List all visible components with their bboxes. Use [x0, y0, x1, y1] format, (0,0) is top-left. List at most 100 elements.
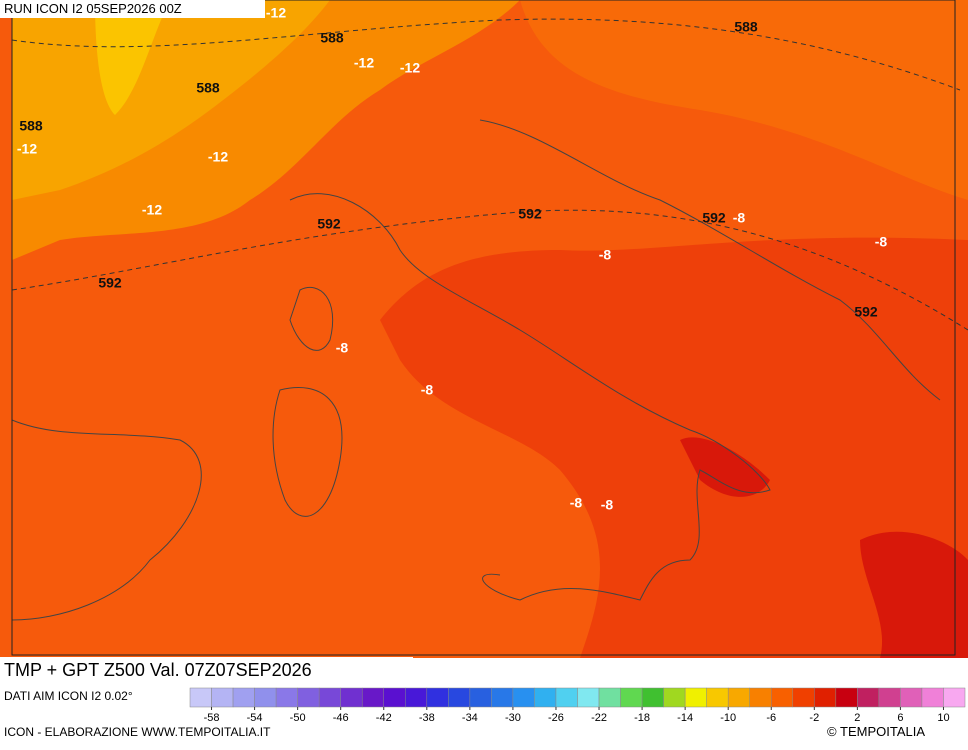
contour-label: -8 [570, 495, 583, 511]
contour-label: 588 [196, 80, 220, 96]
run-box [0, 0, 265, 18]
coastline [289, 287, 334, 351]
coastline [11, 419, 202, 621]
warm-zone [12, 0, 330, 200]
contour-label: -12 [17, 141, 37, 157]
colorbar-swatch [426, 687, 449, 708]
colorbar-tick-label: -18 [634, 712, 650, 724]
contour-label: 592 [854, 304, 878, 320]
contour-label: -8 [336, 340, 349, 356]
colorbar: -58 -54 -50 -46 -42 -38 -34 -30 -26 -22 -18 -14 -10-… [189, 687, 966, 724]
colorbar-swatch [577, 687, 600, 708]
colorbar-tick-label: 10 [937, 712, 949, 724]
colorbar-swatch [318, 687, 341, 708]
contour-label: -8 [601, 497, 614, 513]
contours [11, 18, 968, 331]
colorbar-tick-label: -38 [419, 712, 435, 724]
colorbar-tick-label: -6 [766, 712, 776, 724]
credit: ICON - ELABORAZIONE WWW.TEMPOITALIA.IT [4, 725, 271, 739]
contour-label: 592 [98, 275, 122, 291]
warm-zone [95, 0, 170, 115]
data-source: DATI AIM ICON I2 0.02° [4, 689, 133, 703]
map [0, 0, 968, 658]
colorbar-swatch [620, 687, 643, 708]
hot-zone [860, 531, 968, 658]
hot-zone [380, 237, 968, 658]
contour-label: -8 [599, 247, 612, 263]
contour-label: 592 [518, 206, 542, 222]
colorbar-swatch [512, 687, 535, 708]
colorbar-tick-label: -54 [247, 712, 263, 724]
colorbar-swatch [361, 687, 385, 708]
colorbar-swatch [663, 687, 686, 708]
colorbar-swatch [555, 687, 578, 708]
contour-label: 592 [317, 216, 341, 232]
colorbar-swatch [275, 687, 298, 708]
title-box [0, 657, 413, 684]
contour-label: -12 [208, 149, 228, 165]
contour-label: -12 [142, 202, 162, 218]
colorbar-swatch [792, 687, 815, 708]
colorbar-swatch [405, 687, 428, 708]
contour-label: -8 [421, 382, 434, 398]
colorbar-swatch [232, 687, 255, 708]
coastline [272, 387, 343, 517]
hot-zone [680, 437, 770, 497]
colorbar-swatch [921, 687, 944, 708]
colorbar-swatch [706, 687, 729, 708]
colorbar-swatch [383, 687, 406, 708]
colorbar-tick-label: -30 [505, 712, 521, 724]
colorbar-swatch [857, 687, 880, 708]
colorbar-swatch [211, 687, 234, 708]
contour-label: 592 [702, 210, 726, 226]
colorbar-tick-label: -34 [462, 712, 478, 724]
coastline [479, 119, 941, 401]
colorbar-swatch [297, 687, 320, 708]
contour-label: 588 [734, 19, 758, 35]
colorbar-tick-label: -42 [376, 712, 392, 724]
contour-label: -8 [528, 664, 541, 680]
colorbar-swatch [749, 687, 772, 708]
colorbar-tick-label: 6 [897, 712, 903, 724]
colorbar-swatch [727, 687, 750, 708]
colorbar-tick-label: 2 [854, 712, 860, 724]
colorbar-swatch [340, 687, 363, 708]
colorbar-swatch [878, 687, 901, 708]
colorbar-swatch [771, 687, 794, 708]
colorbar-swatch [254, 687, 277, 708]
contour-label: 588 [19, 118, 43, 134]
colorbar-swatch [943, 687, 966, 708]
contour-label: -12 [266, 5, 286, 21]
colorbar-swatch [684, 687, 707, 708]
colorbar-swatch [189, 687, 212, 708]
colorbar-tick-label: -58 [204, 712, 220, 724]
colorbar-tick-label: -46 [333, 712, 349, 724]
colorbar-tick-label: -22 [591, 712, 607, 724]
colorbar-swatch [491, 687, 514, 708]
map-title: TMP + GPT Z500 Val. 07Z07SEP2026 [4, 660, 312, 680]
colorbar-swatch [598, 687, 621, 708]
run-label: RUN ICON I2 05SEP2026 00Z [4, 1, 182, 16]
colorbar-tick-label: -2 [809, 712, 819, 724]
coastline [289, 193, 771, 601]
colorbar-swatch [641, 687, 664, 708]
colorbar-tick-label: -10 [720, 712, 736, 724]
contour-label: -12 [400, 60, 420, 76]
coastlines [11, 119, 941, 621]
contour-label: 588 [320, 30, 344, 46]
warm-zone [520, 0, 968, 200]
contour-label: -8 [733, 210, 746, 226]
colorbar-tick-label: -26 [548, 712, 564, 724]
colorbar-swatch [448, 687, 471, 708]
map-frame [11, 0, 956, 656]
contour [11, 18, 961, 91]
colorbar-swatch [534, 687, 557, 708]
contour [11, 209, 968, 331]
colorbar-tick-label: -14 [677, 712, 693, 724]
colorbar-swatch [835, 687, 858, 708]
colorbar-swatch [814, 687, 837, 708]
colorbar-tick-label: -50 [290, 712, 306, 724]
